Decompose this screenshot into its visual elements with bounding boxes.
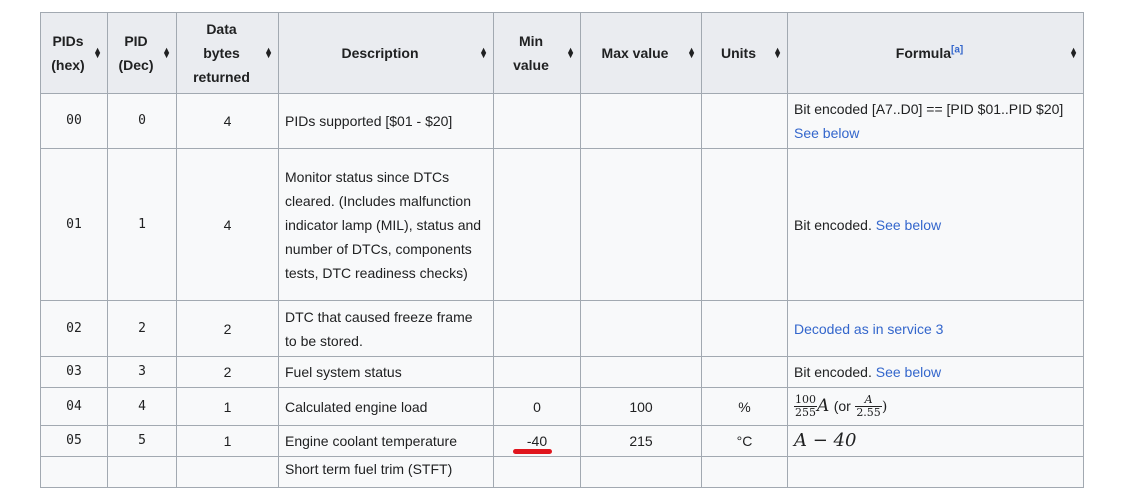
obd-pid-table: PIDs (hex) ▲ ▼ PID (Dec) ▲ ▼ Data bytes re… xyxy=(40,12,1084,488)
max-value xyxy=(580,93,702,149)
pid-dec: 3 xyxy=(107,356,177,388)
description: Monitor status since DTCs cleared. (Incl… xyxy=(278,148,494,301)
data-bytes: 1 xyxy=(176,425,279,457)
units xyxy=(701,93,788,149)
table-row: 02 2 2 DTC that caused freeze frame to b… xyxy=(40,300,1084,357)
col-header-min-value[interactable]: Min value ▲ ▼ xyxy=(493,12,581,94)
units: °C xyxy=(701,425,788,457)
sort-icon[interactable]: ▲ ▼ xyxy=(264,45,273,60)
min-value xyxy=(493,356,581,388)
formula: Bit encoded. See below xyxy=(787,148,1084,301)
data-bytes: 2 xyxy=(176,300,279,357)
formula: Decoded as in service 3 xyxy=(787,300,1084,357)
data-bytes: 4 xyxy=(176,93,279,149)
formula: Bit encoded [A7..D0] == [PID $01..PID $2… xyxy=(787,93,1084,149)
see-below-link[interactable]: See below xyxy=(875,216,942,233)
table-row: Short term fuel trim (STFT) xyxy=(40,456,1084,488)
data-bytes xyxy=(176,456,279,488)
col-header-formula[interactable]: Formula[a] ▲ ▼ xyxy=(787,12,1084,94)
pid-dec: 5 xyxy=(107,425,177,457)
table-row: 05 5 1 Engine coolant temperature -40 21… xyxy=(40,425,1084,457)
units xyxy=(701,148,788,301)
pid-dec: 2 xyxy=(107,300,177,357)
pid-dec: 0 xyxy=(107,93,177,149)
pid-hex: 01 xyxy=(40,148,108,301)
table-row: 03 3 2 Fuel system status Bit encoded. S… xyxy=(40,356,1084,388)
fraction: 100 255 xyxy=(794,393,817,420)
sort-icon[interactable]: ▲ ▼ xyxy=(93,45,102,60)
header-row: PIDs (hex) ▲ ▼ PID (Dec) ▲ ▼ Data bytes re… xyxy=(40,12,1084,94)
max-value xyxy=(580,356,702,388)
col-header-pids-hex[interactable]: PIDs (hex) ▲ ▼ xyxy=(40,12,108,94)
max-value xyxy=(580,300,702,357)
sort-icon[interactable]: ▲ ▼ xyxy=(162,45,171,60)
pid-dec xyxy=(107,456,177,488)
sort-icon[interactable]: ▲ ▼ xyxy=(687,45,696,60)
col-header-units[interactable]: Units ▲ ▼ xyxy=(701,12,788,94)
description: Calculated engine load xyxy=(278,387,494,426)
col-header-max-value[interactable]: Max value ▲ ▼ xyxy=(580,12,702,94)
data-bytes: 2 xyxy=(176,356,279,388)
pid-hex: 04 xyxy=(40,387,108,426)
max-value: 215 xyxy=(580,425,702,457)
description: Fuel system status xyxy=(278,356,494,388)
units xyxy=(701,300,788,357)
units: % xyxy=(701,387,788,426)
see-below-link[interactable]: See below xyxy=(875,364,942,380)
pid-hex xyxy=(40,456,108,488)
table-row: 00 0 4 PIDs supported [$01 - $20] Bit en… xyxy=(40,93,1084,149)
sort-icon[interactable]: ▲ ▼ xyxy=(1069,45,1078,60)
data-bytes: 4 xyxy=(176,148,279,301)
sort-icon[interactable]: ▲ ▼ xyxy=(566,45,575,60)
red-underline-annotation xyxy=(513,449,552,454)
max-value xyxy=(580,148,702,301)
sort-icon[interactable]: ▲ ▼ xyxy=(773,45,782,60)
pid-hex: 00 xyxy=(40,93,108,149)
formula: Bit encoded. See below xyxy=(787,356,1084,388)
col-header-pid-dec[interactable]: PID (Dec) ▲ ▼ xyxy=(107,12,177,94)
formula: A − 40 xyxy=(787,425,1084,457)
footnote-link[interactable]: [a] xyxy=(951,44,964,56)
description: DTC that caused freeze frame to be store… xyxy=(278,300,494,357)
data-bytes: 1 xyxy=(176,387,279,426)
formula: 100 255 A (or A 2.55) xyxy=(787,387,1084,426)
table-row: 01 1 4 Monitor status since DTCs cleared… xyxy=(40,148,1084,301)
description: PIDs supported [$01 - $20] xyxy=(278,93,494,149)
units xyxy=(701,356,788,388)
decoded-service-3-link[interactable]: Decoded as in service 3 xyxy=(794,320,944,337)
description: Engine coolant temperature xyxy=(278,425,494,457)
min-value xyxy=(493,93,581,149)
pid-hex: 05 xyxy=(40,425,108,457)
pid-dec: 4 xyxy=(107,387,177,426)
pid-hex: 02 xyxy=(40,300,108,357)
fraction: A 2.55 xyxy=(855,393,882,420)
pid-dec: 1 xyxy=(107,148,177,301)
min-value: 0 xyxy=(493,387,581,426)
sort-icon[interactable]: ▲ ▼ xyxy=(479,45,488,60)
see-below-link[interactable]: See below xyxy=(794,125,860,141)
min-value xyxy=(493,148,581,301)
col-header-data-bytes[interactable]: Data bytes returned ▲ ▼ xyxy=(176,12,279,94)
min-value xyxy=(493,300,581,357)
max-value: 100 xyxy=(580,387,702,426)
table-row: 04 4 1 Calculated engine load 0 100 % 10… xyxy=(40,387,1084,426)
col-header-description[interactable]: Description ▲ ▼ xyxy=(278,12,494,94)
pid-hex: 03 xyxy=(40,356,108,388)
description: Short term fuel trim (STFT) xyxy=(278,456,494,488)
